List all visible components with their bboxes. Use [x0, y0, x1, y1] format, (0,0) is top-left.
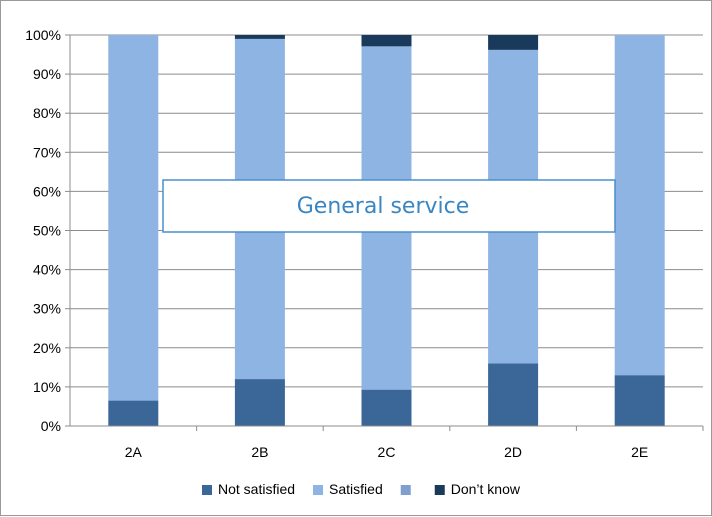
bar-segment [108, 400, 159, 426]
y-tick-label: 0% [41, 418, 61, 434]
axes: 0% 10% 20% 30% 40% 50% 60% 70% 80% 90% 100% 2A 2B 2C 2… [25, 27, 704, 460]
bar-segment [108, 35, 159, 401]
legend-label: Satisfied [329, 481, 383, 497]
bar-segment [488, 35, 539, 50]
bar-segment [361, 389, 412, 426]
y-tick-label: 60% [33, 183, 61, 199]
y-tick-label: 70% [33, 144, 61, 160]
legend-swatch [201, 485, 212, 495]
annotation-text: General service [297, 194, 470, 219]
legend-swatch [434, 485, 445, 495]
y-tick-label: 80% [33, 105, 61, 121]
bar-segment [488, 363, 539, 426]
x-tick-label: 2E [631, 444, 648, 460]
legend-label: Don’t know [451, 481, 521, 497]
legend-label: Not satisfied [218, 481, 295, 497]
x-tick-label: 2A [125, 444, 143, 460]
y-tick-label: 50% [33, 223, 61, 239]
annotation-frame [162, 179, 616, 233]
x-tick-label: 2B [251, 444, 268, 460]
bar-segment [234, 35, 285, 39]
bar-segment [614, 35, 665, 376]
legend-swatch [313, 485, 324, 495]
bar-segment [614, 375, 665, 426]
y-tick-label: 100% [25, 27, 61, 43]
x-tick-label: 2C [378, 444, 396, 460]
y-tick-label: 90% [33, 66, 61, 82]
annotation-box: General service [162, 179, 616, 233]
x-tick-label: 2D [504, 444, 522, 460]
bar-segment [361, 35, 412, 47]
bar-segment [234, 379, 285, 426]
legend: Not satisfied Satisfied Don’t know [201, 481, 521, 497]
y-tick-label: 10% [33, 379, 61, 395]
y-tick-label: 30% [33, 301, 61, 317]
y-tick-label: 40% [33, 262, 61, 278]
legend-swatch [400, 485, 411, 495]
y-tick-label: 20% [33, 340, 61, 356]
